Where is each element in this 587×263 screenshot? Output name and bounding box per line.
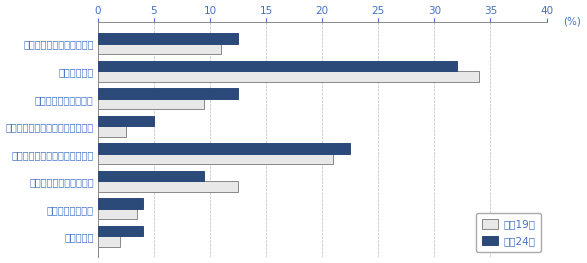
Bar xyxy=(98,236,120,247)
Bar xyxy=(98,171,204,181)
Bar xyxy=(98,181,238,192)
Bar xyxy=(98,88,238,99)
Bar xyxy=(98,116,154,126)
Bar xyxy=(98,209,137,219)
Bar xyxy=(98,33,238,44)
Bar xyxy=(98,198,143,209)
Bar xyxy=(98,44,221,54)
Bar xyxy=(98,126,126,137)
Bar xyxy=(98,154,333,164)
Bar xyxy=(98,226,143,236)
Bar xyxy=(98,71,479,82)
Bar xyxy=(98,99,204,109)
Bar xyxy=(98,61,457,71)
Text: (%): (%) xyxy=(564,17,581,27)
Legend: 平成19年, 平成24年: 平成19年, 平成24年 xyxy=(476,213,541,252)
Bar xyxy=(98,143,350,154)
